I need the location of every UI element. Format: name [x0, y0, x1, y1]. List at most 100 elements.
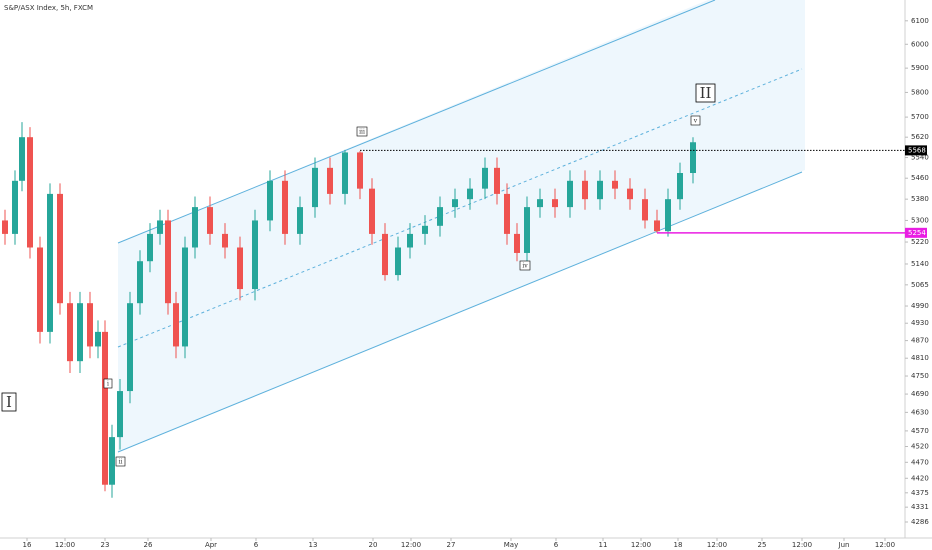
candle-body	[173, 303, 179, 347]
wave-box	[1, 392, 17, 412]
candle-body	[494, 167, 500, 194]
y-tick-label: 6000	[911, 40, 929, 48]
wave-label: I	[6, 393, 12, 411]
x-tick-label: 6	[254, 541, 259, 549]
y-tick-label: 4930	[911, 319, 929, 327]
x-tick-label: 25	[758, 541, 767, 549]
y-tick-label: 4750	[911, 372, 929, 380]
price-label: 5254	[908, 229, 926, 237]
candle-body	[357, 152, 363, 189]
candle-body	[37, 247, 43, 332]
candle-body	[327, 167, 333, 194]
y-tick-label: 5540	[911, 154, 929, 162]
x-tick-label: 27	[447, 541, 456, 549]
candle-body	[567, 180, 573, 208]
candle-body	[95, 331, 101, 347]
candle-body	[182, 247, 188, 347]
y-tick-label: 4470	[911, 458, 929, 466]
y-tick-label: 4870	[911, 337, 929, 345]
y-tick-label: 4420	[911, 474, 929, 482]
y-tick-label: 4810	[911, 354, 929, 362]
marks	[2, 122, 696, 498]
candle-body	[395, 247, 401, 276]
x-tick-label: 20	[369, 541, 378, 549]
candle-body	[654, 220, 660, 232]
candle-body	[407, 233, 413, 248]
channel-lower	[117, 171, 803, 453]
candle-body	[677, 173, 683, 200]
candle-body	[117, 391, 123, 438]
y-tick-label: 5220	[911, 238, 929, 246]
candle-body	[47, 193, 53, 332]
wave-label: iii	[359, 129, 365, 136]
x-tick-label: 12:00	[55, 541, 75, 549]
price-label-box	[905, 227, 927, 238]
candle-body	[19, 137, 25, 181]
price-label: 5568	[908, 146, 926, 154]
wave-box	[103, 378, 113, 389]
candle-body	[422, 225, 428, 234]
wave-box	[115, 456, 126, 467]
wave-label: II	[700, 84, 712, 102]
y-tick-label: 5140	[911, 260, 929, 268]
candle-body	[369, 188, 375, 234]
candle-body	[207, 207, 213, 234]
candle-body	[282, 180, 288, 234]
y-tick-label: 4286	[911, 518, 929, 526]
y-tick-label: 4570	[911, 427, 929, 435]
candle-body	[87, 303, 93, 347]
candle-body	[467, 188, 473, 200]
candle-body	[157, 220, 163, 234]
x-tick-label: 12:00	[792, 541, 812, 549]
y-tick-label: 5460	[911, 174, 929, 182]
candle-body	[2, 220, 8, 234]
y-tick-label: 4690	[911, 390, 929, 398]
x-tick-label: 18	[674, 541, 683, 549]
y-tick-label: 5620	[911, 133, 929, 141]
candle-body	[690, 142, 696, 174]
x-tick-label: 16	[23, 541, 32, 549]
candle-body	[612, 180, 618, 189]
candle-body	[237, 247, 243, 290]
x-tick-label: Jun	[838, 541, 850, 549]
chart-title: S&P/ASX Index, 5h, FXCM	[4, 4, 93, 12]
candle-body	[67, 303, 73, 362]
wave-box	[695, 83, 716, 103]
candle-body	[12, 180, 18, 234]
candle-body	[514, 233, 520, 253]
x-tick-label: 12:00	[631, 541, 651, 549]
y-tick-label: 5380	[911, 195, 929, 203]
y-tick-label: 5700	[911, 113, 929, 121]
candle-body	[222, 233, 228, 248]
candle-body	[137, 261, 143, 304]
x-tick-label: 26	[144, 541, 153, 549]
candle-body	[252, 220, 258, 290]
x-tick-label: 13	[309, 541, 318, 549]
x-tick-label: Apr	[205, 541, 217, 549]
candle-body	[57, 193, 63, 304]
candle-body	[192, 207, 198, 248]
candle-body	[165, 220, 171, 304]
wave-label: ii	[119, 459, 123, 466]
y-tick-label: 4331	[911, 503, 929, 511]
candle-body	[504, 193, 510, 234]
candle-body	[597, 180, 603, 200]
y-tick-label: 5065	[911, 281, 929, 289]
y-tick-label: 4630	[911, 408, 929, 416]
candle-body	[342, 152, 348, 194]
price-label-box	[905, 145, 927, 156]
candle-body	[665, 199, 671, 232]
y-tick-label: 5900	[911, 64, 929, 72]
wave-box	[690, 115, 701, 126]
candle-body	[109, 437, 115, 485]
candle-body	[627, 188, 633, 200]
candle-body	[297, 207, 303, 234]
candle-body	[437, 207, 443, 226]
x-tick-label: 12:00	[875, 541, 895, 549]
candle-body	[452, 199, 458, 208]
y-tick-label: 4375	[911, 489, 929, 497]
y-tick-label: 5800	[911, 88, 929, 96]
candle-body	[312, 167, 318, 208]
